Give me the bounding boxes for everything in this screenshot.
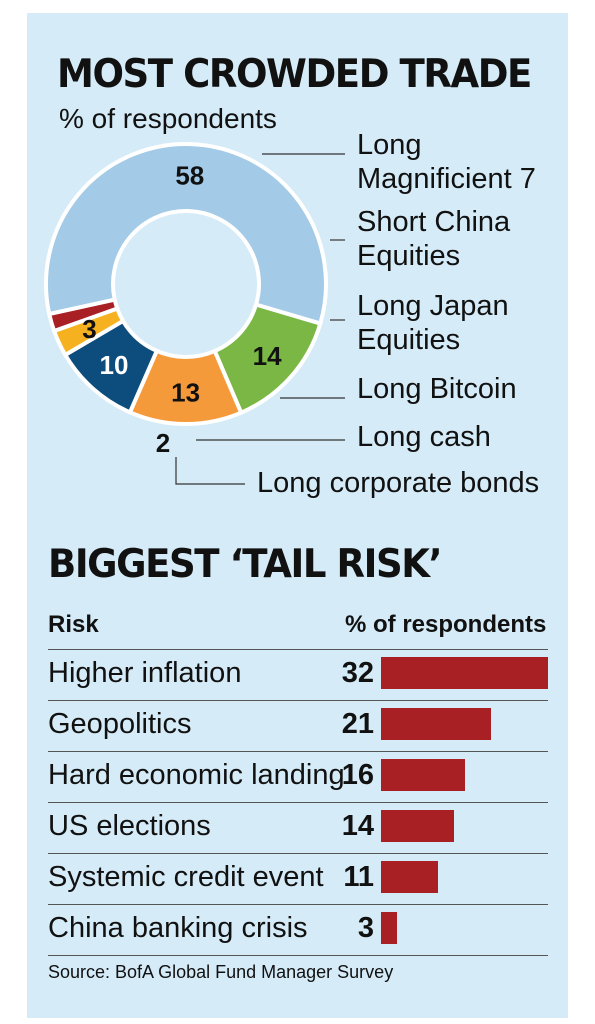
row-divider xyxy=(48,904,548,905)
risk-value: 3 xyxy=(357,912,374,944)
risk-bar xyxy=(381,759,465,791)
donut-value-5: 3 xyxy=(82,314,96,344)
donut-label-3: Long Japan Equities xyxy=(357,289,509,357)
risk-bar xyxy=(381,912,397,944)
row-divider xyxy=(48,853,548,854)
donut-value-2: 14 xyxy=(253,341,282,371)
donut-label-2: Short China Equities xyxy=(357,205,510,273)
row-divider xyxy=(48,700,548,701)
risk-bar xyxy=(381,708,491,740)
source-note: Source: BofA Global Fund Manager Survey xyxy=(48,962,394,982)
bar-title: BIGGEST ‘TAIL RISK’ xyxy=(48,542,443,587)
donut-title: MOST CROWDED TRADE xyxy=(57,52,532,97)
risk-name: Higher inflation xyxy=(48,657,242,689)
donut-label-line: Equities xyxy=(357,240,461,272)
donut-slice-6 xyxy=(46,297,120,334)
donut-label-line: Long corporate bonds xyxy=(257,467,540,499)
row-divider xyxy=(48,649,548,650)
donut-label-line: Long cash xyxy=(357,421,491,453)
risk-bar xyxy=(381,861,439,893)
risk-name: Geopolitics xyxy=(48,708,192,740)
donut-label-1: Long Magnificient 7 xyxy=(357,128,536,196)
donut-value-3: 13 xyxy=(171,377,200,407)
risk-value: 32 xyxy=(341,657,374,689)
column-header-risk: Risk xyxy=(48,611,99,638)
row-divider xyxy=(48,751,548,752)
donut-slice-1 xyxy=(44,142,328,327)
donut-value-1: 58 xyxy=(175,161,204,191)
risk-bar xyxy=(381,810,455,842)
donut-subtitle: % of respondents xyxy=(59,103,277,134)
donut-label-line: Equities xyxy=(357,324,461,356)
row-divider xyxy=(48,955,548,956)
risk-value: 21 xyxy=(341,708,374,740)
risk-value: 16 xyxy=(341,759,374,791)
risk-bar xyxy=(381,657,548,689)
donut-label-line: Long xyxy=(357,129,422,161)
risk-name: China banking crisis xyxy=(48,912,308,944)
donut-label-line: Long Bitcoin xyxy=(357,373,517,405)
donut-value-4: 10 xyxy=(100,350,129,380)
risk-value: 14 xyxy=(341,810,374,842)
donut-label-6: Long corporate bonds xyxy=(257,466,539,500)
donut-label-line: Long Japan xyxy=(357,290,509,322)
risk-name: Systemic credit event xyxy=(48,861,324,893)
risk-name: US elections xyxy=(48,810,211,842)
donut-label-line: Magnificient 7 xyxy=(357,163,536,195)
leader-line-6 xyxy=(175,457,245,485)
risk-value: 11 xyxy=(343,861,374,893)
donut-label-5: Long cash xyxy=(357,420,491,454)
risk-name: Hard economic landing xyxy=(48,759,345,791)
row-divider xyxy=(48,802,548,803)
donut-value-6: 2 xyxy=(156,428,170,458)
column-header-percent: % of respondents xyxy=(345,611,547,638)
donut-label-4: Long Bitcoin xyxy=(357,372,517,406)
donut-label-line: Short China xyxy=(357,206,511,238)
